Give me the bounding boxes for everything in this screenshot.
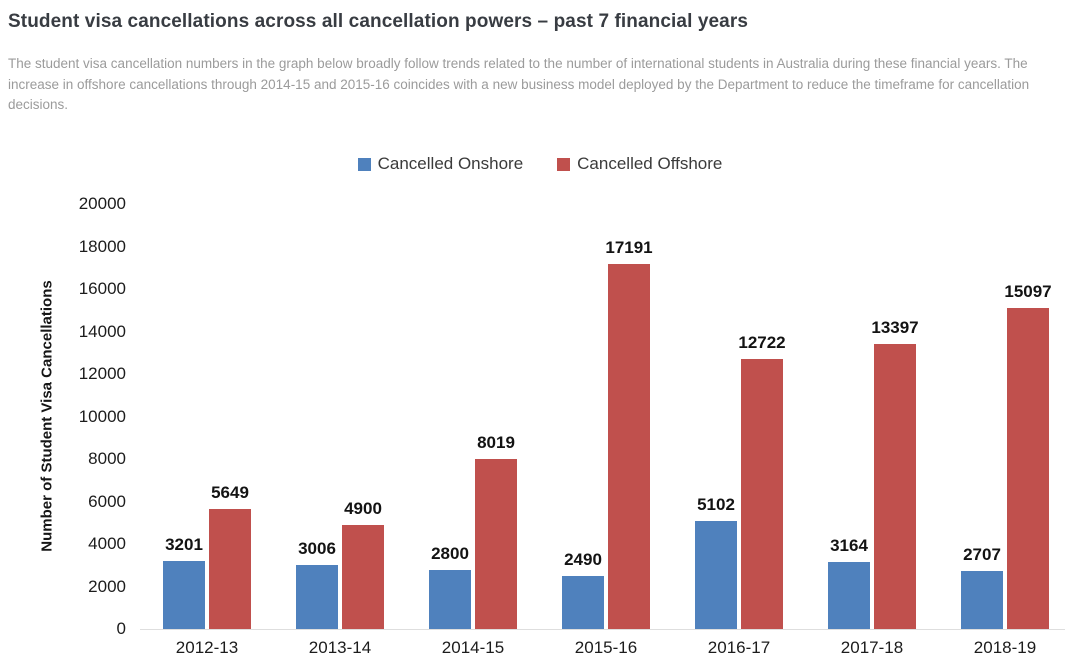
legend-label-offshore: Cancelled Offshore (577, 154, 723, 173)
bar-value-label: 8019 (477, 432, 515, 452)
bar-value-label: 2490 (564, 550, 602, 570)
bar-offshore (874, 344, 916, 629)
bar-value-label: 4900 (344, 498, 382, 518)
y-tick-label: 0 (116, 619, 126, 638)
y-tick-label: 6000 (88, 491, 126, 511)
x-tick-label: 2014-15 (441, 638, 505, 657)
bar-value-label: 3201 (165, 534, 203, 554)
bar-onshore (296, 565, 338, 629)
bar-onshore (695, 520, 737, 629)
bar-value-label: 3164 (830, 535, 868, 555)
bar-value-label: 3006 (298, 539, 336, 559)
plot-area: 0 2000 4000 6000 8000 10000 12000 14000 16000 180… (79, 194, 1065, 657)
bar-offshore (608, 263, 650, 629)
bar-offshore (342, 524, 384, 629)
bar-onshore (163, 560, 205, 629)
bar-value-label: 2800 (431, 543, 469, 563)
legend-label-onshore: Cancelled Onshore (377, 154, 524, 173)
y-tick-label: 14000 (78, 321, 126, 341)
y-tick-label: 10000 (78, 406, 126, 426)
y-tick-label: 2000 (88, 576, 126, 596)
bar-value-label: 12722 (738, 332, 786, 352)
page-title: Student visa cancellations across all ca… (8, 11, 749, 32)
x-tick-label: 2012-13 (175, 638, 239, 657)
bar-offshore (209, 508, 251, 629)
y-tick-label: 16000 (78, 279, 126, 298)
bar-onshore (562, 576, 604, 629)
y-tick-label: 20000 (78, 194, 126, 213)
bar-value-label: 17191 (605, 237, 653, 257)
y-tick-label: 18000 (78, 236, 126, 256)
bar-offshore (1007, 308, 1049, 629)
chart-legend: Cancelled Onshore Cancelled Offshore (0, 153, 1080, 175)
x-tick-label: 2015-16 (574, 638, 638, 657)
bar-value-label: 13397 (871, 318, 919, 338)
y-tick-label: 12000 (78, 364, 126, 383)
bar-value-label: 5102 (697, 494, 735, 514)
bar-onshore (828, 561, 870, 629)
y-tick-label: 4000 (88, 534, 126, 553)
bar-value-label: 5649 (211, 482, 249, 502)
legend-swatch-offshore (557, 157, 571, 171)
legend-item-onshore: Cancelled Onshore (357, 154, 524, 174)
x-tick-label: 2017-18 (840, 638, 904, 657)
bar-value-label: 2707 (963, 545, 1001, 565)
y-tick-label: 8000 (88, 449, 126, 468)
bar-offshore (475, 458, 517, 629)
y-axis-title: Number of Student Visa Cancellations (38, 280, 56, 552)
x-tick-label: 2018-19 (973, 638, 1037, 657)
bar-offshore (741, 358, 783, 629)
page-description: The student visa cancellation numbers in… (8, 56, 1030, 112)
bar-onshore (429, 569, 471, 629)
x-tick-label: 2013-14 (308, 638, 372, 657)
legend-item-offshore: Cancelled Offshore (557, 154, 722, 174)
bar-value-label: 15097 (1004, 282, 1052, 302)
x-tick-label: 2016-17 (707, 638, 771, 657)
bar-onshore (961, 571, 1003, 629)
legend-swatch-onshore (357, 157, 371, 171)
